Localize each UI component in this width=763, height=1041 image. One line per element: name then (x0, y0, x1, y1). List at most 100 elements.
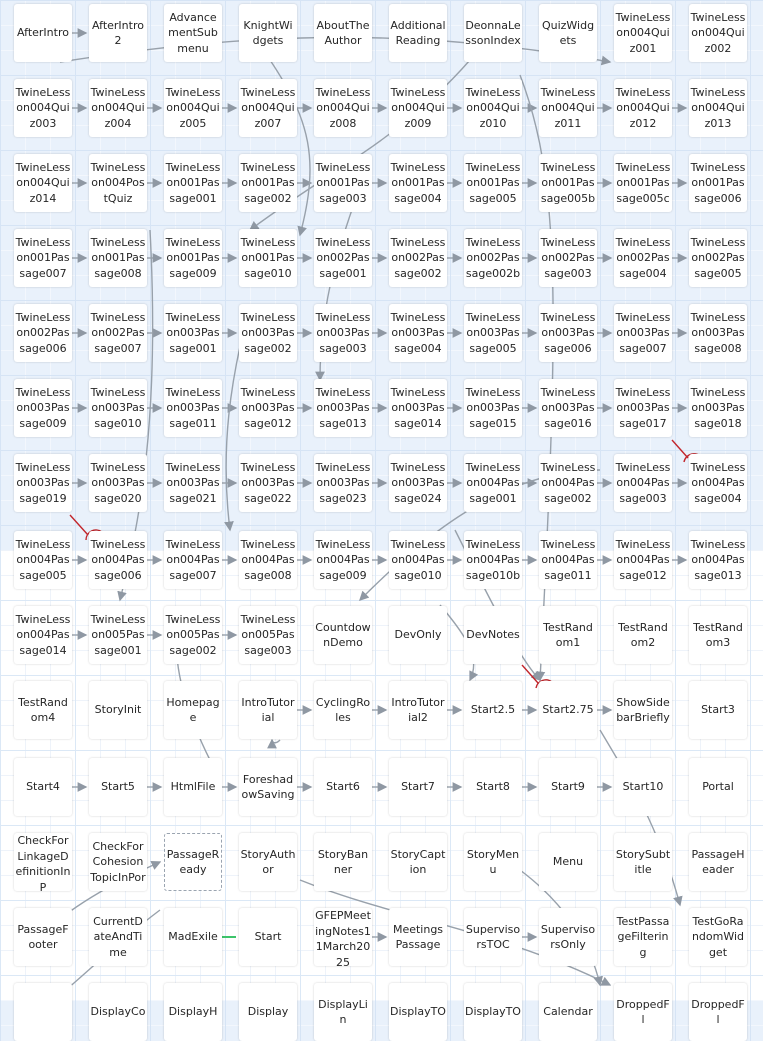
passage-card[interactable]: TwineLesson004Passage001 (464, 454, 522, 512)
passage-card[interactable]: PassageHeader (689, 833, 747, 891)
passage-card[interactable]: CheckForCohesionTopicInPor (89, 833, 147, 891)
passage-card[interactable]: IntroTutorial (239, 681, 297, 739)
passage-card[interactable]: TwineLesson003Passage019 (14, 454, 72, 512)
passage-card[interactable]: StorySubtitle (614, 833, 672, 891)
passage-card[interactable]: DisplayTO (389, 983, 447, 1041)
passage-card[interactable]: AboutTheAuthor (314, 4, 372, 62)
passage-card[interactable]: TwineLesson001Passage008 (89, 229, 147, 287)
passage-card[interactable]: TwineLesson003Passage016 (539, 379, 597, 437)
passage-card[interactable]: TestGoRandomWidget (689, 908, 747, 966)
passage-card[interactable]: TwineLesson001Passage002 (239, 154, 297, 212)
passage-card[interactable]: TwineLesson001Passage005 (464, 154, 522, 212)
passage-card[interactable]: QuizWidgets (539, 4, 597, 62)
passage-card[interactable]: TwineLesson004Quiz001 (614, 4, 672, 62)
passage-card[interactable]: Start8 (464, 758, 522, 816)
passage-card[interactable]: TwineLesson004Quiz007 (239, 79, 297, 137)
passage-card[interactable]: TwineLesson002Passage002 (389, 229, 447, 287)
passage-card[interactable]: TwineLesson004Passage004 (689, 454, 747, 512)
passage-card[interactable]: TwineLesson004Passage009 (314, 531, 372, 589)
passage-card[interactable]: AdvancementSubmenu (164, 4, 222, 62)
passage-card[interactable]: DevOnly (389, 606, 447, 664)
passage-card[interactable]: ForeshadowSaving (239, 758, 297, 816)
passage-card[interactable]: TwineLesson004Quiz008 (314, 79, 372, 137)
passage-card[interactable]: TwineLesson004Quiz011 (539, 79, 597, 137)
passage-card[interactable]: TwineLesson004Passage006 (89, 531, 147, 589)
passage-card[interactable]: SupervisorsTOC (464, 908, 522, 966)
passage-card[interactable]: Start7 (389, 758, 447, 816)
passage-card[interactable]: StoryAuthor (239, 833, 297, 891)
passage-card[interactable]: GFEPMeetingNotes11March2025 (314, 908, 372, 966)
passage-card[interactable]: DeonnaLessonIndex (464, 4, 522, 62)
passage-card[interactable]: DisplayTO (464, 983, 522, 1041)
passage-card[interactable]: Start6 (314, 758, 372, 816)
passage-card[interactable]: TwineLesson002Passage001 (314, 229, 372, 287)
passage-card[interactable]: TwineLesson001Passage003 (314, 154, 372, 212)
passage-card[interactable]: AfterIntro (14, 4, 72, 62)
passage-card[interactable]: Start10 (614, 758, 672, 816)
passage-card[interactable]: StoryInit (89, 681, 147, 739)
passage-card[interactable]: DisplayH (164, 983, 222, 1041)
passage-card[interactable]: HtmlFile (164, 758, 222, 816)
passage-card[interactable]: TwineLesson004Passage010b (464, 531, 522, 589)
passage-card[interactable]: Calendar (539, 983, 597, 1041)
passage-card[interactable]: TwineLesson004Passage008 (239, 531, 297, 589)
passage-card[interactable]: StoryMenu (464, 833, 522, 891)
passage-card[interactable]: TwineLesson002Passage007 (89, 304, 147, 362)
passage-card[interactable]: TwineLesson001Passage009 (164, 229, 222, 287)
passage-card[interactable]: Portal (689, 758, 747, 816)
passage-card[interactable]: TwineLesson004Quiz009 (389, 79, 447, 137)
passage-card[interactable]: Start9 (539, 758, 597, 816)
passage-card[interactable]: TwineLesson003Passage015 (464, 379, 522, 437)
passage-card[interactable]: TwineLesson001Passage004 (389, 154, 447, 212)
passage-card[interactable]: TwineLesson003Passage004 (389, 304, 447, 362)
passage-card[interactable]: TwineLesson001Passage007 (14, 229, 72, 287)
passage-card[interactable]: TwineLesson003Passage002 (239, 304, 297, 362)
passage-card[interactable]: TwineLesson001Passage005c (614, 154, 672, 212)
passage-card[interactable]: TwineLesson003Passage014 (389, 379, 447, 437)
passage-card[interactable]: TwineLesson004Quiz013 (689, 79, 747, 137)
passage-card[interactable]: Start3 (689, 681, 747, 739)
passage-card[interactable]: Menu (539, 833, 597, 891)
passage-card[interactable]: ShowSidebarBriefly (614, 681, 672, 739)
passage-card[interactable]: AdditionalReading (389, 4, 447, 62)
passage-card[interactable]: DroppedFl (689, 983, 747, 1041)
passage-card[interactable]: Start5 (89, 758, 147, 816)
passage-card[interactable]: Start (239, 908, 297, 966)
passage-card[interactable]: TwineLesson003Passage006 (539, 304, 597, 362)
passage-card[interactable]: StoryBanner (314, 833, 372, 891)
passage-card[interactable]: TwineLesson004Passage014 (14, 606, 72, 664)
passage-card[interactable]: PassageFooter (14, 908, 72, 966)
passage-card[interactable]: TwineLesson004Quiz003 (14, 79, 72, 137)
passage-card[interactable]: TwineLesson002Passage006 (14, 304, 72, 362)
passage-card[interactable]: Homepage (164, 681, 222, 739)
passage-card[interactable]: TwineLesson001Passage001 (164, 154, 222, 212)
passage-card[interactable]: TwineLesson003Passage010 (89, 379, 147, 437)
passage-card[interactable]: TwineLesson003Passage020 (89, 454, 147, 512)
passage-card[interactable]: TwineLesson004Passage010 (389, 531, 447, 589)
passage-card[interactable]: TwineLesson004Passage005 (14, 531, 72, 589)
passage-card[interactable]: KnightWidgets (239, 4, 297, 62)
passage-card[interactable]: DisplayLin (314, 983, 372, 1041)
passage-card[interactable]: DroppedFl (614, 983, 672, 1041)
passage-card[interactable]: IntroTutorial2 (389, 681, 447, 739)
passage-card[interactable]: TwineLesson004Passage003 (614, 454, 672, 512)
passage-card[interactable]: TwineLesson003Passage023 (314, 454, 372, 512)
passage-card[interactable]: TwineLesson003Passage012 (239, 379, 297, 437)
passage-card[interactable]: TwineLesson003Passage001 (164, 304, 222, 362)
passage-card[interactable]: TestRandom1 (539, 606, 597, 664)
passage-card[interactable]: TwineLesson001Passage010 (239, 229, 297, 287)
passage-card[interactable]: TwineLesson004Passage012 (614, 531, 672, 589)
passage-card[interactable]: TwineLesson003Passage003 (314, 304, 372, 362)
passage-card[interactable]: Start2.5 (464, 681, 522, 739)
passage-card[interactable]: TwineLesson003Passage009 (14, 379, 72, 437)
passage-card[interactable]: MadExile (164, 908, 222, 966)
passage-card[interactable]: TwineLesson003Passage013 (314, 379, 372, 437)
passage-card[interactable]: TwineLesson003Passage005 (464, 304, 522, 362)
passage-card[interactable]: TwineLesson003Passage017 (614, 379, 672, 437)
passage-card[interactable]: TwineLesson004Passage013 (689, 531, 747, 589)
passage-card[interactable]: Start2.75 (539, 681, 597, 739)
passage-card[interactable]: TwineLesson004Quiz012 (614, 79, 672, 137)
passage-card[interactable]: TwineLesson003Passage008 (689, 304, 747, 362)
passage-card[interactable]: MeetingsPassage (389, 908, 447, 966)
